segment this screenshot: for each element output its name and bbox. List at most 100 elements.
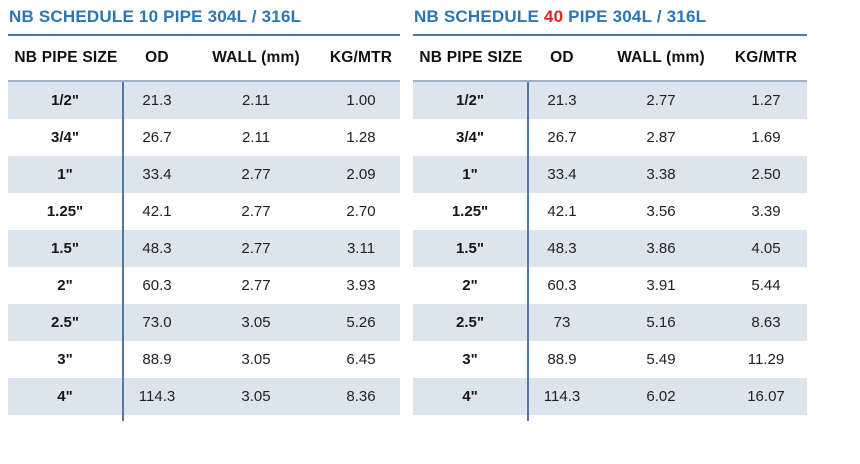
cell-kg-mtr: 11.29: [747, 351, 785, 368]
cell-wall-mm: 3.56: [646, 203, 676, 220]
table-row: 2.5" 73.0 3.05 5.26: [8, 304, 400, 341]
cell-wall-mm: 2.77: [241, 166, 271, 183]
cell-od: 21.3: [547, 92, 577, 109]
schedule-number: 10: [138, 7, 159, 26]
cell-od: 48.3: [142, 240, 172, 257]
cell-wall-mm: 3.05: [241, 388, 271, 405]
cell-kg-mtr: 2.70: [346, 203, 376, 220]
cell-wall-mm: 2.77: [241, 277, 271, 294]
header-nb-pipe-size: NB PIPE SIZE: [14, 49, 118, 66]
cell-od: 60.3: [142, 277, 172, 294]
cell-pipe-size: 3": [413, 341, 529, 378]
cell-od: 48.3: [547, 240, 577, 257]
table-row: 1.25" 42.1 3.56 3.39: [413, 193, 807, 230]
header-nb-pipe-size: NB PIPE SIZE: [419, 49, 523, 66]
cell-od: 21.3: [142, 92, 172, 109]
schedule-40-table: NB SCHEDULE 40 PIPE 304L / 316L NB PIPE …: [413, 2, 807, 421]
table-row: 1" 33.4 3.38 2.50: [413, 156, 807, 193]
title-prefix: NB SCHEDULE: [9, 7, 139, 26]
cell-wall-mm: 3.38: [646, 166, 676, 183]
schedule-number: 40: [543, 7, 564, 26]
cell-wall-mm: 3.91: [646, 277, 676, 294]
cell-pipe-size: 4": [413, 378, 529, 415]
cell-od: 114.3: [543, 388, 581, 405]
table-row: 1/2" 21.3 2.77 1.27: [413, 82, 807, 119]
cell-kg-mtr: 3.39: [751, 203, 781, 220]
cell-pipe-size: 2.5": [413, 304, 529, 341]
table-row: 1" 33.4 2.77 2.09: [8, 156, 400, 193]
cell-od: 33.4: [142, 166, 172, 183]
cell-kg-mtr: 3.11: [346, 240, 376, 257]
cell-pipe-size: 2": [8, 267, 124, 304]
cell-wall-mm: 5.16: [646, 314, 676, 331]
table-row: 2.5" 73 5.16 8.63: [413, 304, 807, 341]
cell-kg-mtr: 16.07: [747, 388, 785, 405]
cell-wall-mm: 3.86: [646, 240, 676, 257]
table-body: 1/2" 21.3 2.11 1.00 3/4" 26.7 2.11 1.28 1" 33.4 2.…: [8, 80, 400, 421]
cell-od: 114.3: [138, 388, 176, 405]
table-row: 3" 88.9 3.05 6.45: [8, 341, 400, 378]
cell-kg-mtr: 8.36: [346, 388, 376, 405]
header-wall-mm: WALL (mm): [617, 49, 705, 66]
cell-wall-mm: 2.11: [241, 92, 271, 109]
cell-pipe-size: 1.5": [8, 230, 124, 267]
table-body: 1/2" 21.3 2.77 1.27 3/4" 26.7 2.87 1.69 1" 33.4 3.…: [413, 80, 807, 421]
cell-od: 88.9: [142, 351, 172, 368]
header-kg-mtr: KG/MTR: [329, 49, 393, 66]
cell-pipe-size: 4": [8, 378, 124, 415]
cell-wall-mm: 2.87: [646, 129, 676, 146]
cell-pipe-size: 1.25": [413, 193, 529, 230]
table-header-row: NB PIPE SIZE OD WALL (mm) KG/MTR: [8, 36, 400, 80]
cell-kg-mtr: 5.44: [751, 277, 781, 294]
table-row: 1.5" 48.3 3.86 4.05: [413, 230, 807, 267]
cell-pipe-size: 1.5": [413, 230, 529, 267]
table-row: 3/4" 26.7 2.11 1.28: [8, 119, 400, 156]
cell-od: 26.7: [142, 129, 172, 146]
schedule-10-title: NB SCHEDULE 10 PIPE 304L / 316L: [8, 2, 400, 36]
title-suffix: PIPE 304L / 316L: [563, 7, 707, 26]
table-row: 4" 114.3 3.05 8.36: [8, 378, 400, 415]
cell-kg-mtr: 5.26: [346, 314, 376, 331]
cell-pipe-size: 1": [413, 156, 529, 193]
header-wall-mm: WALL (mm): [212, 49, 300, 66]
cell-od: 60.3: [547, 277, 577, 294]
header-od: OD: [145, 49, 169, 66]
cell-pipe-size: 3": [8, 341, 124, 378]
cell-kg-mtr: 6.45: [346, 351, 376, 368]
cell-kg-mtr: 2.09: [346, 166, 376, 183]
cell-pipe-size: 1/2": [413, 82, 529, 119]
cell-wall-mm: 3.05: [241, 314, 271, 331]
table-row: 3" 88.9 5.49 11.29: [413, 341, 807, 378]
title-suffix: PIPE 304L / 316L: [158, 7, 302, 26]
cell-kg-mtr: 1.27: [751, 92, 781, 109]
schedule-10-table: NB SCHEDULE 10 PIPE 304L / 316L NB PIPE …: [8, 2, 400, 421]
cell-pipe-size: 3/4": [8, 119, 124, 156]
table-row: 1.25" 42.1 2.77 2.70: [8, 193, 400, 230]
cell-od: 33.4: [547, 166, 577, 183]
table-row: 1/2" 21.3 2.11 1.00: [8, 82, 400, 119]
header-kg-mtr: KG/MTR: [734, 49, 798, 66]
cell-kg-mtr: 1.28: [346, 129, 376, 146]
cell-kg-mtr: 4.05: [751, 240, 781, 257]
header-od: OD: [550, 49, 574, 66]
cell-wall-mm: 6.02: [646, 388, 676, 405]
cell-kg-mtr: 8.63: [751, 314, 781, 331]
cell-od: 42.1: [547, 203, 577, 220]
cell-od: 42.1: [142, 203, 172, 220]
cell-pipe-size: 1.25": [8, 193, 124, 230]
table-row: 3/4" 26.7 2.87 1.69: [413, 119, 807, 156]
cell-pipe-size: 2": [413, 267, 529, 304]
cell-od: 26.7: [547, 129, 577, 146]
cell-wall-mm: 2.11: [241, 129, 271, 146]
cell-od: 73.0: [142, 314, 172, 331]
table-row: 2" 60.3 3.91 5.44: [413, 267, 807, 304]
cell-wall-mm: 5.49: [646, 351, 676, 368]
cell-od: 73: [553, 314, 571, 331]
cell-wall-mm: 2.77: [646, 92, 676, 109]
table-header-row: NB PIPE SIZE OD WALL (mm) KG/MTR: [413, 36, 807, 80]
cell-wall-mm: 2.77: [241, 240, 271, 257]
cell-kg-mtr: 2.50: [751, 166, 781, 183]
cell-pipe-size: 1": [8, 156, 124, 193]
cell-wall-mm: 3.05: [241, 351, 271, 368]
cell-kg-mtr: 3.93: [346, 277, 376, 294]
